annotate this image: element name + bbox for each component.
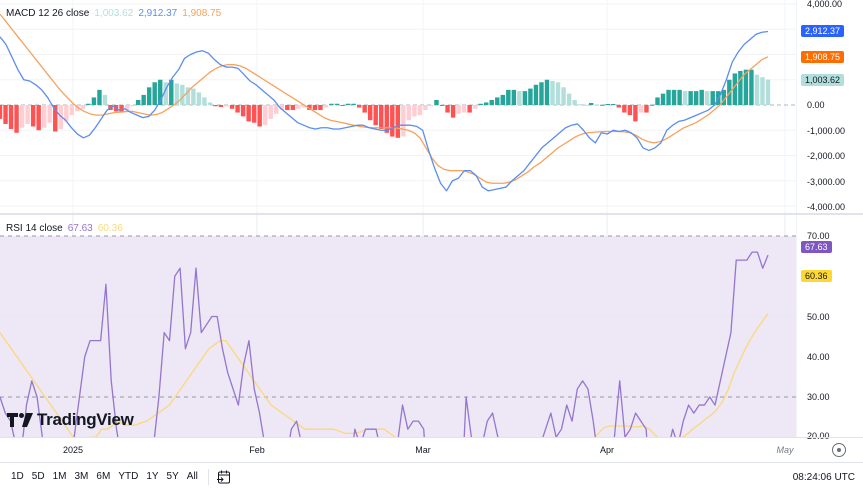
rsi-legend-title: RSI 14 close bbox=[6, 223, 63, 234]
time-label-apr: Apr bbox=[599, 445, 615, 455]
tradingview-watermark[interactable]: TradingView bbox=[7, 410, 134, 430]
macd-value-badge: 2,912.37 bbox=[801, 25, 845, 37]
macd-tick-neg2000: -2,000.00 bbox=[807, 151, 846, 161]
macd-legend-macd-value: 2,912.37 bbox=[138, 8, 178, 19]
rsi-tick-50: 50.00 bbox=[807, 312, 830, 322]
utc-clock[interactable]: 08:24:06 UTC bbox=[792, 471, 855, 483]
range-1d-button[interactable]: 1D bbox=[11, 471, 24, 482]
range-5y-button[interactable]: 5Y bbox=[166, 471, 179, 482]
rsi-value-badge: 67.63 bbox=[801, 241, 832, 253]
time-label-mar: Mar bbox=[415, 445, 431, 455]
rsi-chart bbox=[0, 215, 796, 437]
macd-tick-neg4000: -4,000.00 bbox=[807, 202, 846, 212]
range-all-button[interactable]: All bbox=[186, 471, 198, 482]
range-5d-button[interactable]: 5D bbox=[31, 471, 45, 482]
rsi-legend-ma-value: 60.36 bbox=[97, 223, 123, 234]
rsi-pane[interactable]: RSI 14 close 67.63 60.36 70.00 50.00 40.… bbox=[0, 215, 863, 441]
rsi-legend: RSI 14 close 67.63 60.36 bbox=[6, 223, 123, 234]
toolbar-divider bbox=[207, 469, 209, 485]
bottom-toolbar: 1D 5D 1M 3M 6M YTD 1Y 5Y All 08:24:06 UT… bbox=[0, 462, 863, 491]
range-1m-button[interactable]: 1M bbox=[52, 471, 67, 482]
time-label-may: May bbox=[776, 445, 794, 455]
macd-tick-0: 0.00 bbox=[807, 100, 825, 110]
rsi-tick-30: 30.00 bbox=[807, 392, 830, 402]
macd-tick-neg1000: -1,000.00 bbox=[807, 126, 846, 136]
macd-tick-neg3000: -3,000.00 bbox=[807, 177, 846, 187]
pane-separator[interactable] bbox=[0, 213, 863, 215]
range-3m-button[interactable]: 3M bbox=[74, 471, 89, 482]
rsi-legend-value: 67.63 bbox=[67, 223, 93, 234]
tradingview-logo-icon bbox=[7, 413, 33, 427]
time-label-feb: Feb bbox=[249, 445, 265, 455]
macd-tick-4000: 4,000.00 bbox=[807, 0, 843, 9]
rsi-tick-20: 20.00 bbox=[807, 431, 830, 441]
histogram-value-badge: 1,003.62 bbox=[801, 74, 845, 86]
time-axis[interactable]: 2025 Feb Mar Apr May bbox=[0, 437, 863, 462]
range-ytd-button[interactable]: YTD bbox=[118, 471, 139, 482]
rsi-plot-area[interactable] bbox=[0, 215, 796, 437]
macd-price-scale[interactable]: 4,000.00 0.00 -1,000.00 -2,000.00 -3,000… bbox=[796, 0, 863, 214]
go-to-date-calendar-icon[interactable] bbox=[216, 469, 232, 485]
signal-value-badge: 1,908.75 bbox=[801, 51, 845, 63]
rsi-ma-value-badge: 60.36 bbox=[801, 270, 832, 282]
macd-legend: MACD 12 26 close 1,003.62 2,912.37 1,908… bbox=[6, 8, 221, 19]
range-6m-button[interactable]: 6M bbox=[96, 471, 111, 482]
time-label-2025: 2025 bbox=[62, 445, 84, 455]
macd-chart bbox=[0, 0, 796, 214]
rsi-tick-70: 70.00 bbox=[807, 231, 830, 241]
tradingview-wordmark: TradingView bbox=[37, 410, 134, 429]
rsi-tick-40: 40.00 bbox=[807, 352, 830, 362]
macd-legend-histogram-value: 1,003.62 bbox=[94, 8, 134, 19]
macd-legend-signal-value: 1,908.75 bbox=[182, 8, 222, 19]
macd-plot-area[interactable] bbox=[0, 0, 796, 214]
chart-settings-icon[interactable] bbox=[832, 443, 846, 457]
macd-pane[interactable]: MACD 12 26 close 1,003.62 2,912.37 1,908… bbox=[0, 0, 863, 214]
rsi-price-scale[interactable]: 70.00 50.00 40.00 30.00 20.00 67.63 60.3… bbox=[796, 215, 863, 441]
range-1y-button[interactable]: 1Y bbox=[146, 471, 159, 482]
macd-legend-title: MACD 12 26 close bbox=[6, 8, 90, 19]
